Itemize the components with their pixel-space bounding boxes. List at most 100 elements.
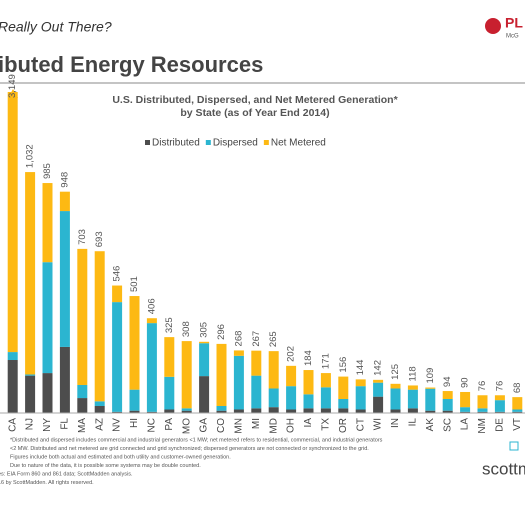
bar-segment (112, 302, 123, 412)
total-label: 325 (164, 317, 175, 333)
bar-segment (442, 410, 453, 413)
total-label: 546 (112, 266, 123, 282)
bar-segment (477, 408, 488, 412)
bar-segment (25, 375, 36, 413)
bar-segment (7, 352, 18, 361)
slide-title: ibuted Energy Resources (0, 52, 263, 77)
x-tick-label: NV (112, 418, 123, 432)
bar-segment (407, 385, 418, 390)
total-label: 703 (77, 229, 88, 245)
logo-subtext: McG (506, 34, 519, 40)
bar-segment (42, 373, 53, 413)
total-label: 142 (373, 360, 384, 376)
x-tick-label: OR (338, 418, 349, 433)
x-tick-label: WI (373, 418, 384, 430)
bar-segment (407, 389, 418, 409)
bar-segment (286, 409, 297, 413)
x-tick-label: HI (129, 418, 140, 428)
x-tick-label: SC (442, 418, 453, 432)
x-tick-label: MI (251, 418, 262, 429)
total-label: 118 (407, 366, 418, 381)
bar-segment (164, 337, 175, 377)
chart-subtitle: by State (as of Year End 2014) (180, 107, 329, 119)
footnote: *Distributed and dispersed includes comm… (10, 437, 383, 443)
bar-segment (425, 387, 436, 389)
total-label: 144 (355, 360, 366, 376)
bar-segment (181, 341, 192, 409)
bar-segment (146, 318, 157, 324)
x-tick-label: MD (268, 418, 279, 434)
bar-segment (373, 382, 384, 397)
chart-title: U.S. Distributed, Dispersed, and Net Met… (112, 94, 398, 106)
bar-segment (42, 262, 53, 374)
total-label: 305 (199, 322, 210, 338)
bar-segment (146, 323, 157, 412)
bar-segment (146, 411, 157, 413)
total-label: 296 (216, 324, 227, 340)
x-tick-label: OH (286, 418, 297, 433)
total-label: 125 (390, 364, 401, 380)
total-label: 90 (460, 377, 471, 388)
bar-segment (268, 388, 279, 408)
bar-segment (355, 409, 366, 413)
x-tick-label: NM (477, 418, 488, 434)
footnote: es: EIA Form 860 and 861 data; ScottMadd… (0, 471, 133, 477)
legend-label: Net Metered (271, 138, 326, 149)
bar-segment (25, 172, 36, 375)
bar-segment (338, 376, 349, 399)
bar-segment (59, 191, 70, 212)
bar-segment (233, 350, 244, 356)
bar-segment (338, 398, 349, 409)
bar-segment (77, 384, 88, 399)
total-label: 109 (425, 368, 436, 384)
bar-segment (129, 389, 140, 411)
bar-segment (373, 379, 384, 383)
bar-segment (286, 365, 297, 387)
bar-segment (425, 388, 436, 411)
total-label: 693 (94, 231, 105, 247)
slide-subtitle: Really Out There? (0, 19, 112, 35)
bar-segment (390, 383, 401, 389)
bar-segment (355, 386, 366, 410)
bar-segment (477, 395, 488, 409)
bar-segment (494, 395, 505, 401)
total-label: 94 (442, 376, 453, 387)
total-label: 985 (42, 163, 53, 179)
bar-segment (251, 350, 262, 376)
bar-segment (181, 410, 192, 413)
x-tick-label: IL (408, 418, 419, 427)
bar-segment (164, 409, 175, 413)
bar-segment (129, 410, 140, 413)
x-tick-label: LA (460, 418, 471, 431)
bar-segment (216, 410, 227, 413)
logo-text: PL (505, 15, 523, 31)
bar-segment (320, 408, 331, 413)
x-tick-label: IA (303, 418, 314, 428)
bar-segment (77, 248, 88, 385)
plot-area (7, 92, 523, 413)
logo-icon (485, 18, 501, 34)
x-tick-label: CT (355, 418, 366, 431)
footnote: 16 by ScottMadden. All rights reserved. (0, 480, 94, 486)
total-label: 202 (286, 346, 297, 362)
bar-segment (7, 92, 18, 353)
bar-segment (494, 411, 505, 413)
bar-segment (373, 396, 384, 413)
bar-segment (477, 411, 488, 413)
bar-segment (390, 409, 401, 413)
total-label: 308 (181, 321, 192, 337)
x-tick-label: CO (216, 418, 227, 433)
total-label: 3,149 (7, 74, 18, 98)
bar-segment (286, 386, 297, 410)
x-tick-label: GA (199, 418, 210, 433)
bar-segment (338, 408, 349, 413)
bar-segment (199, 341, 210, 344)
bar-segment (303, 394, 314, 409)
bar-segment (460, 411, 471, 413)
total-label: 948 (59, 172, 70, 188)
bar-segment (460, 407, 471, 412)
total-label: 406 (146, 298, 157, 314)
bar-segment (7, 360, 18, 413)
brand-icon (509, 441, 519, 451)
bar-segment (59, 346, 70, 413)
